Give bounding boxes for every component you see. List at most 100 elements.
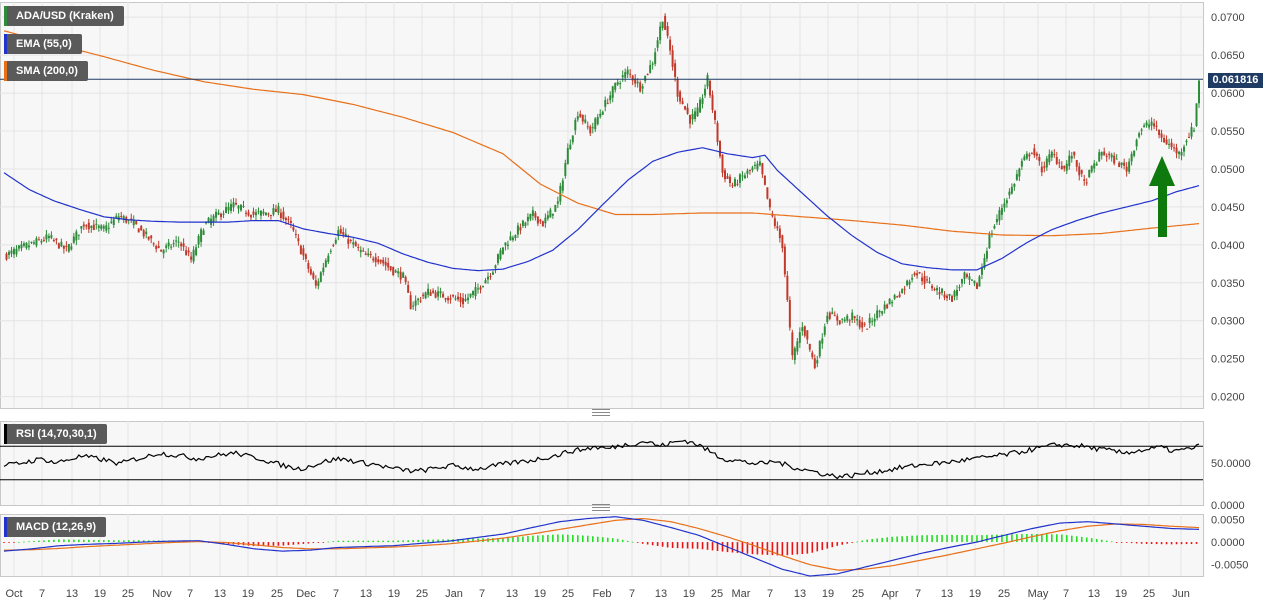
legend-rsi[interactable]: RSI (14,70,30,1): [4, 424, 107, 444]
candle-body: [205, 222, 208, 224]
candle-body: [297, 238, 300, 242]
candle-body: [192, 249, 195, 262]
candle-body: [247, 212, 250, 216]
candle-body: [235, 202, 238, 205]
candle-body: [180, 243, 183, 247]
candle-body: [412, 305, 415, 307]
candle-body: [808, 343, 811, 350]
candle-body: [898, 294, 901, 297]
macd-histogram-bar: [527, 536, 529, 543]
macd-histogram-bar: [631, 541, 634, 543]
x-tick-label: Nov: [152, 588, 172, 600]
candle-body: [244, 212, 247, 214]
candle-body: [746, 170, 749, 174]
legend-macd[interactable]: MACD (12,26,9): [4, 517, 107, 537]
candle-body: [1118, 162, 1121, 168]
candle-body: [15, 248, 18, 255]
macd-histogram-bar: [911, 535, 913, 543]
macd-histogram-bar: [287, 542, 290, 546]
macd-histogram-bar: [636, 542, 639, 543]
macd-histogram-bar: [861, 540, 864, 543]
candle-body: [569, 144, 572, 149]
candle-body: [496, 254, 499, 264]
candle-body: [442, 293, 445, 298]
macd-histogram-bar: [1130, 542, 1133, 544]
candle-body: [651, 63, 654, 65]
candle-body: [948, 293, 951, 296]
pane-resize-handle-rsi[interactable]: [592, 409, 610, 416]
candle-body: [1140, 129, 1143, 131]
x-tick-label: Jan: [445, 588, 463, 600]
candle-body: [1013, 183, 1016, 187]
candle-body: [988, 234, 991, 249]
macd-histogram-bar: [427, 539, 429, 543]
candle-body: [836, 316, 839, 321]
macd-histogram-bar: [681, 542, 684, 549]
candle-body: [1040, 166, 1043, 173]
candle-body: [324, 260, 327, 268]
candle-body: [738, 174, 741, 183]
candle-body: [998, 210, 1001, 221]
macd-histogram-bar: [297, 542, 300, 545]
candle-body: [399, 271, 402, 280]
legend-ema[interactable]: EMA (55,0): [4, 34, 82, 54]
macd-histogram-bar: [1120, 542, 1123, 543]
x-tick-label: 19: [969, 588, 981, 600]
candle-body: [5, 253, 8, 260]
candle-body: [232, 202, 235, 208]
macd-histogram-bar: [961, 535, 963, 543]
pane-resize-handle-macd[interactable]: [592, 504, 610, 511]
macd-histogram-bar: [1055, 534, 1058, 543]
candle-body: [756, 163, 759, 170]
candle-body: [896, 296, 899, 298]
candle-body: [719, 140, 722, 157]
candle-body: [7, 251, 10, 255]
candle-body: [362, 250, 365, 252]
y-tick-label: 0.0500: [1211, 164, 1245, 176]
candle-body: [62, 245, 65, 249]
candle-body: [776, 226, 779, 229]
macd-histogram-bar: [1140, 542, 1143, 544]
candle-body: [968, 276, 971, 280]
candle-body: [1190, 127, 1193, 137]
macd-histogram-bar: [277, 542, 280, 546]
candle-body: [926, 279, 929, 281]
macd-histogram-bar: [322, 542, 325, 543]
candle-body: [758, 161, 761, 166]
candle-body: [135, 221, 138, 225]
candle-body: [656, 40, 659, 48]
macd-histogram-bar: [856, 541, 859, 543]
x-tick-label: 13: [506, 588, 518, 600]
candle-body: [1068, 155, 1071, 167]
candle-body: [514, 235, 517, 239]
candle-body: [928, 281, 931, 283]
legend-pair[interactable]: ADA/USD (Kraken): [4, 6, 124, 26]
candle-body: [1018, 168, 1021, 177]
macd-histogram-bar: [1095, 538, 1098, 543]
macd-histogram-bar: [78, 539, 80, 543]
candle-body: [831, 312, 834, 315]
candle-body: [1080, 170, 1083, 174]
candle-body: [806, 330, 809, 340]
macd-histogram-bar: [302, 542, 305, 544]
macd-histogram-bar: [766, 542, 769, 555]
macd-histogram-bar: [372, 540, 375, 543]
candle-body: [220, 213, 223, 218]
macd-histogram-bar: [716, 542, 719, 551]
macd-histogram-bar: [127, 540, 130, 543]
candle-body: [674, 63, 677, 77]
candle-body: [249, 214, 252, 218]
legend-sma[interactable]: SMA (200,0): [4, 61, 88, 81]
candle-body: [1185, 140, 1188, 143]
candle-body: [1095, 163, 1098, 166]
candle-body: [389, 266, 392, 270]
candle-body: [237, 205, 240, 209]
candle-body: [339, 228, 342, 234]
candle-body: [37, 239, 40, 241]
candle-body: [733, 179, 736, 187]
candle-body: [748, 169, 751, 171]
candle-body: [1148, 124, 1151, 128]
macd-histogram-bar: [437, 539, 439, 543]
macd-histogram-bar: [846, 542, 849, 544]
candle-body: [616, 82, 619, 85]
